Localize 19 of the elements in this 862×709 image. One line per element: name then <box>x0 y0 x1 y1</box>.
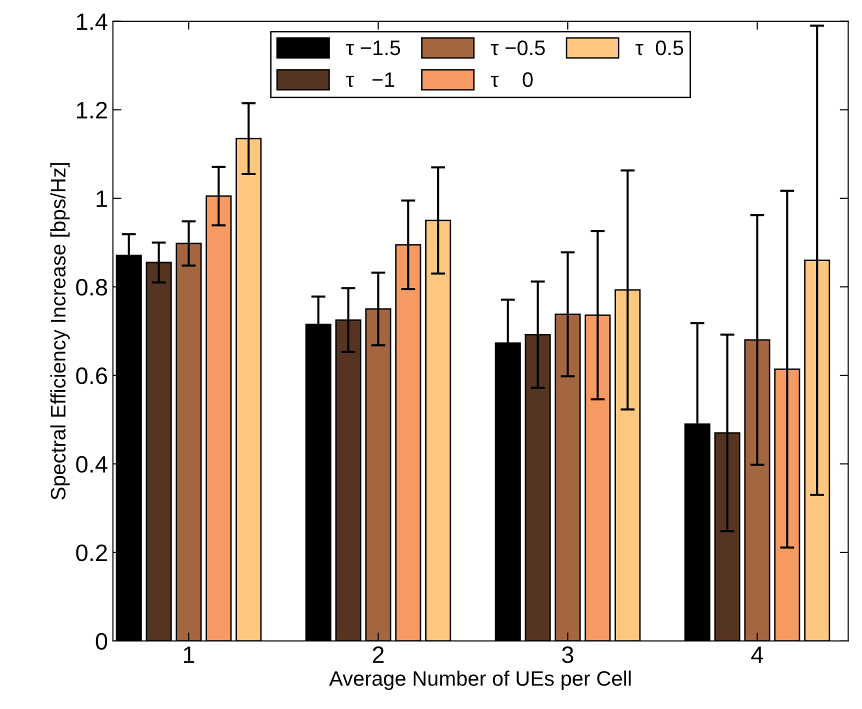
legend-label: τ −0.5 <box>490 40 545 56</box>
x-axis-title: Average Number of UEs per Cell <box>329 670 631 690</box>
legend-label: τ 0.5 <box>636 40 684 56</box>
legend-label: τ 0 <box>490 72 533 88</box>
legend-label: τ −1 <box>346 72 394 88</box>
y-axis-title: Spectral Efficiency Increase [bps/Hz] <box>50 163 70 500</box>
y-tick-label: 1 <box>96 190 107 207</box>
x-tick-label: 2 <box>372 646 384 663</box>
y-tick-label: 0.8 <box>76 278 108 296</box>
y-tick-label: 1.2 <box>77 102 107 118</box>
legend-label: τ −1.5 <box>346 40 400 56</box>
y-tick-label: 0.6 <box>76 367 108 384</box>
x-tick-label: 3 <box>562 646 574 664</box>
x-tick-label: 1 <box>184 646 194 663</box>
x-tick-label: 4 <box>751 646 764 663</box>
y-tick-label: 1.4 <box>77 14 108 30</box>
y-tick-label: 0.4 <box>76 456 108 473</box>
y-tick-label: 0.2 <box>76 544 107 562</box>
y-tick-label: 0 <box>96 633 108 650</box>
